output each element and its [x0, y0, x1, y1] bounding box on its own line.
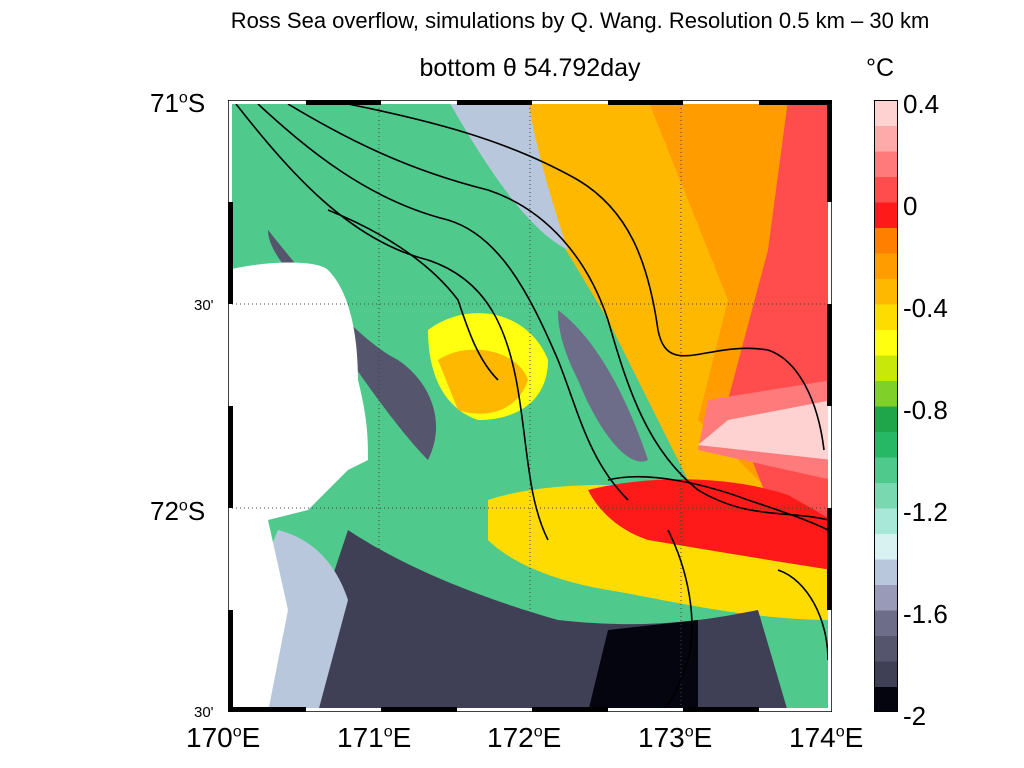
colorbar-segment	[874, 559, 898, 585]
colorbar-unit: °C	[866, 54, 895, 82]
colorbar-tick-label: 0	[903, 191, 918, 221]
lat-label-72s: 72oS	[150, 496, 206, 526]
cold-streak-north	[450, 104, 568, 250]
lon-label-174e: 174oE	[789, 722, 864, 753]
lat-label-71-30s: 30'	[194, 297, 214, 314]
map-frame	[228, 100, 832, 712]
plot-title: bottom θ 54.792day	[419, 54, 641, 82]
lat-label-71s: 71oS	[150, 88, 206, 118]
lon-label-172e: 172oE	[487, 722, 562, 753]
colorbar-segment	[874, 482, 898, 509]
colorbar-tick-label: -0.4	[903, 293, 948, 323]
colorbar-segment	[874, 151, 898, 177]
colorbar-segment	[874, 380, 898, 407]
temperature-map	[228, 100, 832, 712]
colorbar-segment	[874, 329, 898, 356]
colorbar-segment	[874, 610, 898, 636]
colorbar-segment	[874, 304, 898, 330]
figure-suptitle: Ross Sea overflow, simulations by Q. Wan…	[230, 8, 930, 33]
lon-label-170e: 170oE	[186, 722, 261, 753]
colorbar-segment	[874, 508, 898, 534]
coldest-water	[588, 620, 698, 708]
colorbar-segment	[874, 125, 898, 152]
lon-label-171e: 171oE	[337, 722, 412, 753]
colorbar-segment	[874, 253, 898, 279]
colorbar-segment	[874, 355, 898, 381]
overflow-red-core	[588, 479, 828, 570]
colorbar-segment	[874, 584, 898, 611]
colorbar-segment	[874, 202, 898, 228]
colorbar-segment	[874, 227, 898, 254]
colorbar-segment	[874, 635, 898, 662]
land-mask	[232, 262, 368, 520]
colorbar-segment	[874, 431, 898, 458]
lat-label-72-30s: 30'	[194, 704, 214, 721]
cold-tongue-east	[558, 310, 648, 462]
colorbar-segment	[874, 457, 898, 483]
colorbar-tick-label: -1.6	[903, 599, 948, 629]
bathymetry-contours	[235, 104, 828, 708]
warm-region-lightpink	[698, 400, 828, 460]
colorbar	[874, 100, 898, 712]
colorbar-tick-label: -2	[903, 701, 927, 731]
colorbar-tick-label: -1.2	[903, 497, 948, 527]
lon-label-173e: 173oE	[638, 722, 713, 753]
colorbar-segment	[874, 661, 898, 687]
colorbar-tick-label: 0.4	[903, 89, 940, 119]
mid-orange-patch	[438, 349, 528, 414]
colorbar-segment	[874, 100, 898, 126]
colorbar-segment	[874, 176, 898, 203]
colorbar-segment	[874, 686, 898, 712]
colorbar-segment	[874, 533, 898, 560]
colorbar-segment	[874, 406, 898, 432]
land-mask-southwest	[232, 466, 288, 708]
graticule	[232, 104, 828, 708]
colorbar-segment	[874, 278, 898, 305]
colorbar-tick-label: -0.8	[903, 395, 948, 425]
